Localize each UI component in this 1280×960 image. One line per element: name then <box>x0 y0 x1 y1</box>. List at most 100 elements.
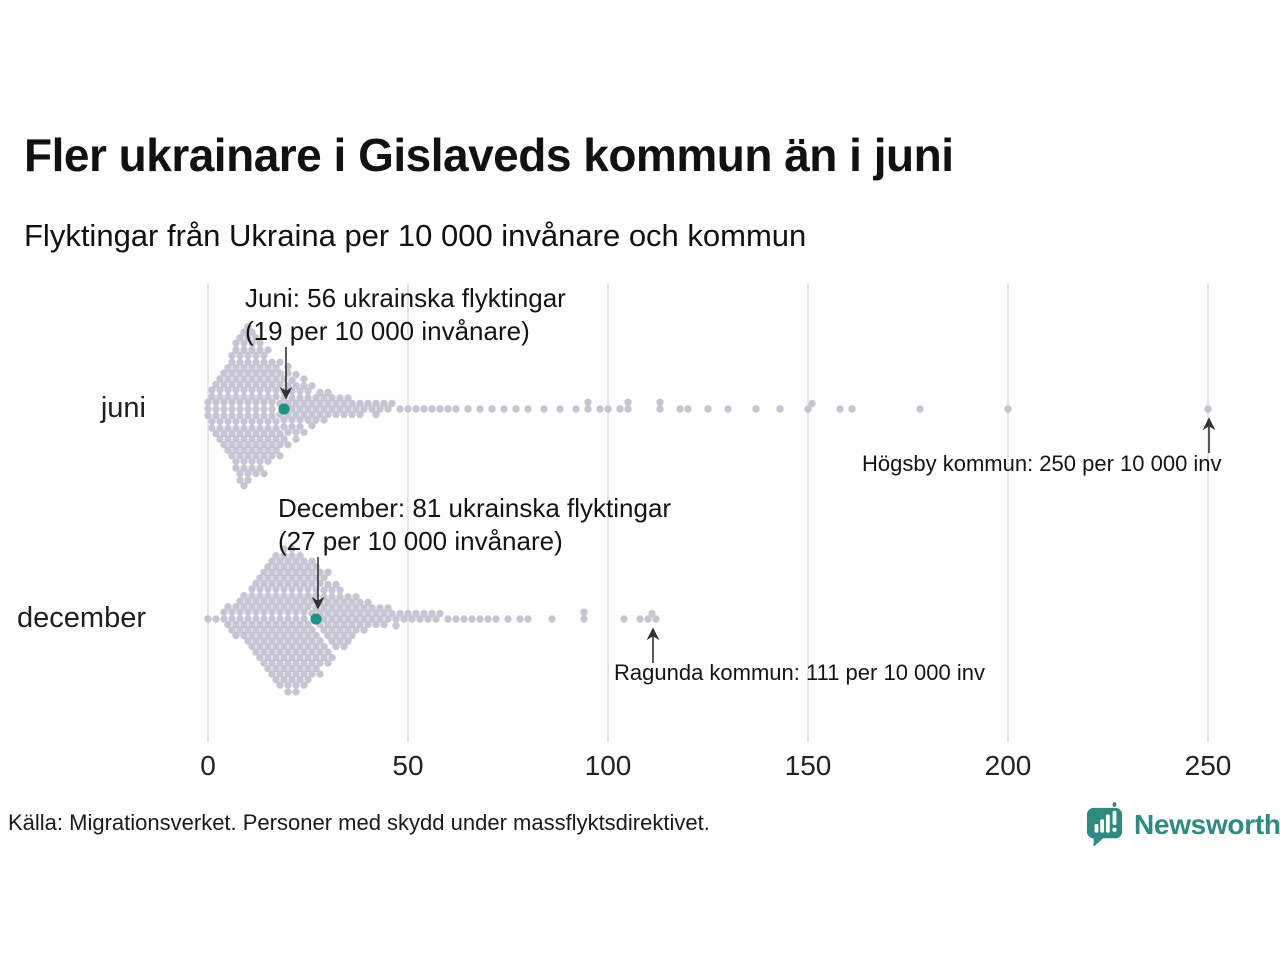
swarm-dot <box>264 457 272 465</box>
swarm-dot <box>296 423 304 431</box>
swarm-dot <box>276 608 284 616</box>
x-tick-label: 50 <box>392 750 424 781</box>
swarm-dot <box>300 579 308 587</box>
swarm-dot <box>288 574 296 582</box>
swarm-dot <box>580 608 588 616</box>
swarm-dot <box>304 387 312 395</box>
swarm-dot <box>268 670 276 678</box>
swarm-dot <box>240 446 248 454</box>
swarm-dot <box>368 615 376 623</box>
swarm-dot <box>348 410 356 419</box>
swarm-dot <box>396 609 404 618</box>
swarm-dot <box>248 464 256 472</box>
swarm-dot <box>340 609 348 618</box>
swarm-dot <box>284 659 292 667</box>
swarm-dot <box>272 574 280 582</box>
grid-lines <box>207 283 1209 742</box>
swarm-dot <box>312 405 320 413</box>
swarm-dot <box>280 592 288 600</box>
swarm-dot <box>580 615 588 623</box>
swarm-dot <box>384 615 392 623</box>
swarm-dot <box>328 604 336 612</box>
swarm-dot <box>216 417 224 425</box>
swarm-dot <box>208 424 216 432</box>
swarm-dot <box>240 386 248 394</box>
swarm-dot <box>260 648 268 656</box>
swarm-dot <box>272 585 280 593</box>
swarm-dot <box>252 369 260 377</box>
swarm-dot <box>252 608 260 616</box>
swarm-dot <box>320 642 328 651</box>
swarm-dot <box>256 603 264 611</box>
swarm-dot <box>224 375 232 383</box>
swarm-dot <box>336 626 344 634</box>
swarm-dot <box>300 410 308 419</box>
swarm-dot <box>308 557 316 565</box>
newsworthy-bubble-chart-icon <box>1086 802 1123 847</box>
swarm-dot <box>404 405 412 413</box>
swarm-dot <box>312 394 320 402</box>
swarm-dot <box>208 417 216 425</box>
swarm-dot <box>248 603 256 611</box>
swarm-dot <box>264 574 272 582</box>
swarm-dot <box>268 608 276 616</box>
swarm-dot <box>300 568 308 576</box>
swarm-dot <box>308 421 316 430</box>
swarm-dot <box>420 405 428 413</box>
swarm-dot <box>296 675 304 684</box>
swarm-dot <box>256 642 264 651</box>
swarm-dot <box>280 563 288 571</box>
swarm-dot <box>332 620 340 629</box>
swarm-dot <box>340 620 348 629</box>
swarm-dot <box>372 410 380 419</box>
swarm-dot <box>676 405 684 413</box>
swarm-dot <box>220 412 228 420</box>
swarm-dot <box>280 631 288 640</box>
swarm-dot <box>344 637 352 645</box>
swarm-dot <box>300 659 308 667</box>
swarm-dot <box>360 626 368 634</box>
swarm-dot <box>364 399 372 408</box>
swarm-dot <box>236 351 244 360</box>
swarm-dot <box>280 642 288 651</box>
swarm-dot <box>264 393 272 401</box>
swarm-dot <box>264 653 272 662</box>
swarm-dot <box>256 375 264 383</box>
swarm-dot <box>420 609 428 618</box>
swarm-dot <box>492 615 500 623</box>
swarm-dot <box>224 417 232 425</box>
swarm-dots <box>204 323 1212 696</box>
swarm-dot <box>424 615 432 623</box>
swarm-dot <box>212 405 220 413</box>
swarm-dot <box>264 664 272 673</box>
swarm-dot <box>212 398 220 406</box>
swarm-dot <box>240 482 248 490</box>
swarm-dot <box>296 642 304 651</box>
swarm-dot <box>272 364 280 372</box>
swarm-dot <box>304 416 312 424</box>
swarm-dot <box>276 441 284 449</box>
swarm-dot <box>244 476 252 484</box>
swarm-dot <box>276 637 284 645</box>
swarm-dot <box>300 670 308 678</box>
swarm-dot <box>316 388 324 397</box>
swarm-dot <box>268 429 276 438</box>
swarm-dot <box>704 405 712 413</box>
swarm-dot <box>332 399 340 408</box>
swarm-dot <box>352 593 360 601</box>
swarm-dot <box>248 339 256 347</box>
swarm-dot <box>232 424 240 432</box>
swarm-dot <box>240 328 248 336</box>
highlight-annotation-december: December: 81 ukrainska flyktingar (27 pe… <box>278 492 671 558</box>
swarm-dot <box>256 339 264 347</box>
swarm-dot <box>260 412 268 420</box>
swarm-dot <box>276 626 284 634</box>
swarm-dot <box>356 609 364 618</box>
swarm-dot <box>248 620 256 629</box>
swarm-dot <box>1004 405 1012 413</box>
swarm-dot <box>300 399 308 408</box>
swarm-dot <box>328 626 336 634</box>
swarm-dot <box>348 399 356 408</box>
swarm-dot <box>268 615 276 623</box>
swarm-dot <box>352 626 360 634</box>
